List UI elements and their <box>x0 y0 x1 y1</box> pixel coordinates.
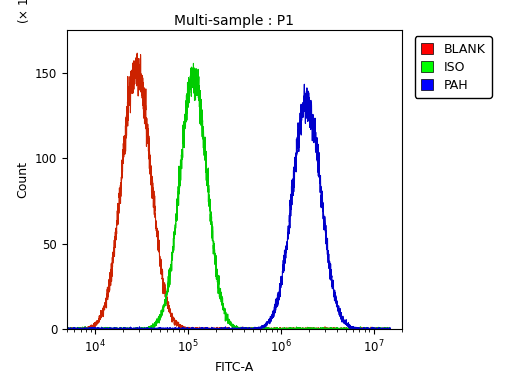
Line: BLANK: BLANK <box>67 53 390 329</box>
ISO <box>381 326 387 331</box>
X-axis label: FITC-A: FITC-A <box>215 361 254 374</box>
PAH <box>387 327 393 331</box>
BLANK <box>64 327 70 331</box>
ISO <box>202 135 208 139</box>
BLANK <box>387 327 393 331</box>
BLANK <box>134 51 140 56</box>
BLANK <box>202 326 208 331</box>
ISO <box>387 327 393 331</box>
PAH <box>301 82 307 87</box>
BLANK <box>101 305 107 310</box>
ISO <box>64 327 70 331</box>
Text: ($\times$ 10$^1$): ($\times$ 10$^1$) <box>15 0 32 24</box>
ISO <box>120 327 126 331</box>
BLANK <box>381 327 387 331</box>
PAH <box>202 327 208 331</box>
PAH <box>188 327 194 331</box>
Title: Multi-sample : P1: Multi-sample : P1 <box>174 14 295 28</box>
BLANK <box>120 161 126 166</box>
PAH <box>381 327 387 331</box>
Legend: BLANK, ISO, PAH: BLANK, ISO, PAH <box>415 37 491 98</box>
PAH <box>64 327 71 331</box>
ISO <box>191 61 197 66</box>
Line: ISO: ISO <box>67 64 390 329</box>
ISO <box>188 87 194 91</box>
BLANK <box>64 326 70 330</box>
PAH <box>120 327 126 331</box>
ISO <box>101 326 107 331</box>
PAH <box>101 326 107 330</box>
BLANK <box>346 326 352 331</box>
ISO <box>346 327 352 331</box>
PAH <box>346 325 352 330</box>
Line: PAH: PAH <box>67 84 390 329</box>
BLANK <box>188 326 194 330</box>
Y-axis label: Count: Count <box>16 161 29 198</box>
PAH <box>64 325 70 330</box>
